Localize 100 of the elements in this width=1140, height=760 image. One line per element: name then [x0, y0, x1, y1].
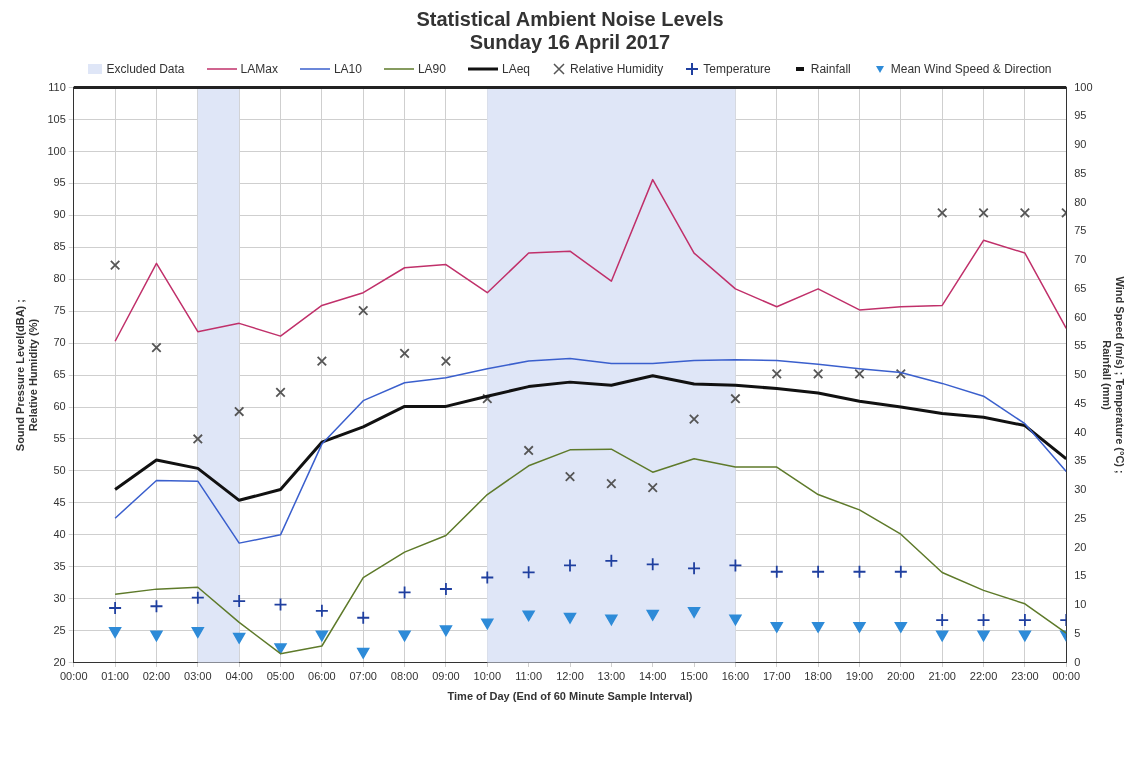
point [895, 368, 906, 379]
y-tick-label: 55 [53, 432, 66, 445]
legend-label: Rainfall [810, 62, 851, 76]
x-tick-label: 06:00 [308, 670, 336, 683]
point [523, 445, 534, 456]
point [358, 305, 369, 316]
x-tick-label: 04:00 [225, 670, 253, 683]
y2-tick-label: 95 [1074, 109, 1087, 122]
point [192, 433, 203, 445]
y-axis-title: Sound Pressure Level(dBA) ; Relative Humidity (%) [13, 299, 39, 452]
y2-tick-label: 70 [1074, 253, 1087, 266]
y-tick-label: 85 [53, 240, 66, 253]
y-tick-label: 110 [48, 80, 66, 93]
y2-tick-label: 75 [1074, 224, 1087, 237]
point [854, 368, 865, 379]
x-tick-label: 07:00 [349, 670, 377, 683]
chart-subtitle: Sunday 16 April 2017 [468, 31, 672, 54]
point [440, 355, 452, 367]
y-tick-label: 80 [53, 272, 66, 285]
y2-tick-label: 85 [1074, 166, 1087, 179]
point [399, 348, 410, 359]
legend-label: LA10 [333, 62, 362, 76]
x-tick-label: 05:00 [266, 670, 295, 683]
x-tick-label: 19:00 [845, 670, 874, 683]
y2-axis-title: Wind Speed (m/s) ; Temperature (°C) ; Rainfall (mm) [1101, 276, 1127, 474]
point [688, 414, 700, 425]
legend-label: LA90 [417, 62, 446, 76]
x-tick-label: 12:00 [556, 670, 584, 683]
x-tick-label: 15:00 [680, 670, 708, 683]
y2-tick-label: 55 [1074, 339, 1087, 352]
x-tick-label: 14:00 [638, 670, 667, 683]
x-tick-label: 09:00 [432, 670, 460, 683]
y2-tick-label: 0 [1074, 655, 1081, 668]
point [771, 368, 782, 379]
point [1019, 207, 1031, 218]
x-tick-label: 13:00 [597, 670, 626, 683]
y-tick-label: 70 [53, 336, 66, 349]
x-tick-label: 18:00 [804, 670, 832, 683]
x-tick-label: 17:00 [763, 670, 791, 683]
legend-label: Mean Wind Speed & Direction [890, 62, 1052, 76]
x-tick-label: 16:00 [721, 670, 750, 683]
y-tick-label: 65 [53, 368, 66, 381]
y2-tick-label: 35 [1074, 454, 1087, 467]
x-tick-label: 00:00 [59, 670, 88, 683]
x-tick-label: 00:00 [1052, 670, 1081, 683]
legend-label: Temperature [703, 62, 771, 76]
y-tick-label: 25 [53, 623, 66, 636]
legend-label: LAeq [501, 62, 530, 76]
y-tick-label: 105 [47, 112, 66, 125]
y2-tick-label: 100 [1074, 80, 1093, 93]
y2-tick-label: 5 [1074, 626, 1081, 639]
legend-label: Relative Humidity [569, 62, 664, 76]
x-tick-label: 21:00 [928, 670, 956, 683]
y-tick-label: 75 [53, 304, 66, 317]
y2-tick-label: 20 [1074, 540, 1087, 553]
y-tick-label: 30 [53, 591, 66, 604]
y2-tick-label: 10 [1074, 598, 1087, 611]
x-tick-label: 22:00 [969, 670, 998, 683]
x-tick-label: 08:00 [390, 670, 419, 683]
x-tick-label: 11:00 [515, 670, 543, 683]
legend-label: Excluded Data [106, 62, 185, 76]
point [812, 368, 824, 379]
x-tick-label: 20:00 [887, 670, 915, 683]
y-tick-label: 50 [53, 463, 66, 476]
y-tick-label: 90 [53, 208, 66, 221]
y2-tick-label: 50 [1074, 368, 1087, 381]
point [564, 471, 576, 482]
y2-tick-label: 30 [1074, 483, 1087, 496]
y2-tick-label: 45 [1074, 396, 1087, 409]
point [482, 393, 493, 404]
y-tick-label: 100 [47, 144, 66, 157]
y2-tick-label: 90 [1074, 138, 1087, 151]
point [109, 260, 121, 271]
y-tick-label: 60 [53, 400, 66, 413]
point [234, 406, 245, 417]
x-tick-label: 10:00 [473, 670, 502, 683]
y-tick-label: 35 [53, 559, 66, 572]
y2-tick-label: 60 [1074, 310, 1087, 323]
y-tick-label: 45 [53, 495, 66, 508]
x-tick-label: 03:00 [184, 670, 212, 683]
y-tick-label: 95 [53, 176, 66, 189]
point [151, 342, 162, 353]
y2-tick-label: 80 [1074, 195, 1087, 208]
legend-label: LAMax [240, 62, 278, 76]
point [978, 207, 989, 218]
chart-title: Statistical Ambient Noise Levels [415, 7, 725, 31]
y-tick-label: 20 [53, 655, 66, 668]
x-tick-label: 23:00 [1011, 670, 1039, 683]
y-tick-label: 40 [53, 527, 66, 540]
x-tick-label: 01:00 [101, 670, 129, 683]
x-axis-title: Time of Day (End of 60 Minute Sample Interval) [447, 690, 693, 703]
y2-tick-label: 25 [1074, 511, 1087, 524]
y2-tick-label: 65 [1074, 281, 1087, 294]
point [937, 207, 948, 218]
point [316, 355, 328, 367]
point [275, 387, 286, 398]
y2-tick-label: 40 [1074, 425, 1087, 438]
x-tick-label: 02:00 [142, 670, 171, 683]
point [647, 482, 658, 493]
point [606, 478, 617, 489]
